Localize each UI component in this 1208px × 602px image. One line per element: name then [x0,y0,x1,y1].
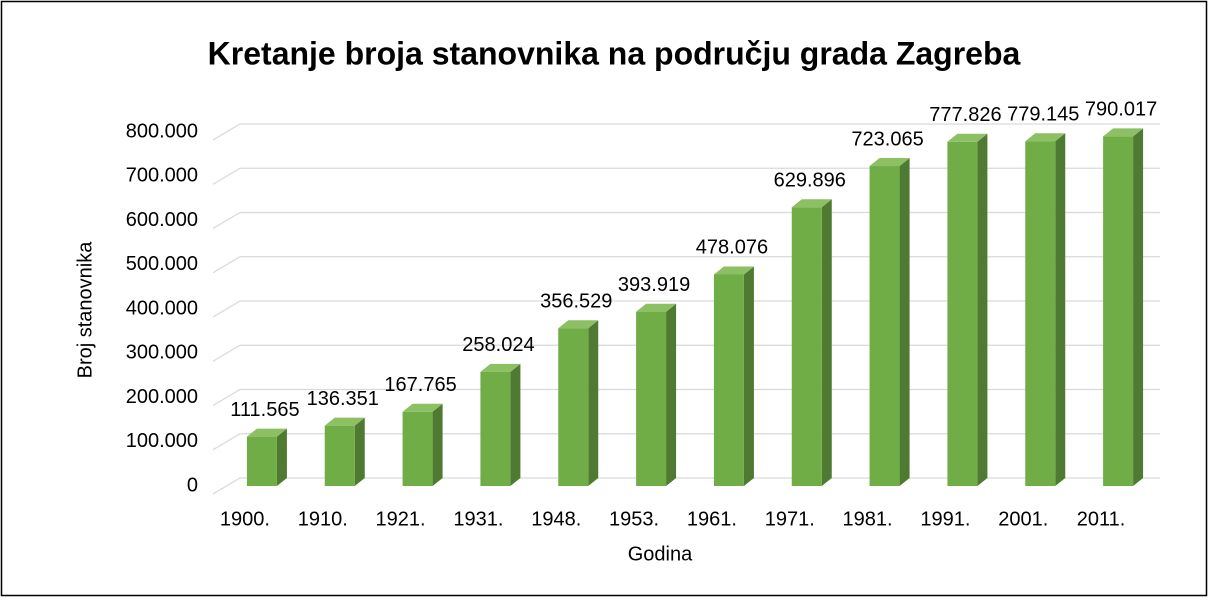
y-tick-label: 0 [187,474,198,496]
grid-line [212,477,1160,495]
bar-side [1133,128,1144,486]
bar [402,411,433,486]
bar-top [713,266,754,275]
bar [324,425,355,486]
bar-top [947,133,988,142]
y-axis-title: Broj stanovnika [74,241,96,379]
bar [480,371,511,486]
y-tick-label: 400.000 [126,297,198,319]
bar [1025,141,1056,486]
x-axis-title: Godina [628,543,693,565]
bar [713,274,744,486]
grid-line [212,300,1160,318]
x-tick-label: 2011. [1077,508,1126,530]
grid-line [212,433,1160,451]
bar-side [743,266,754,486]
bar-top [869,158,910,167]
grid-line [212,344,1160,362]
bar-top [791,199,832,208]
bar-top [1103,128,1144,137]
bar-side [666,303,677,486]
data-label: 111.565 [230,399,299,421]
bar-side [354,417,365,486]
data-label: 777.826 [929,104,1001,126]
chart-title: Kretanje broja stanovnika na području gr… [208,35,1021,71]
bar [246,436,277,486]
y-tick-label: 300.000 [126,342,198,364]
bar-side [588,320,599,486]
x-tick-label: 1910. [298,508,348,530]
bar-side [1055,133,1066,486]
bar-side [977,133,988,486]
data-label: 393.919 [618,274,690,296]
bar-top [558,320,599,329]
bar [636,311,667,486]
y-tick-label: 200.000 [126,386,198,408]
grid-line [212,388,1160,407]
bar-top [324,417,365,426]
bar-side [899,158,910,486]
y-tick-label: 800.000 [126,120,198,142]
data-label: 790.017 [1085,99,1157,121]
bar [791,207,822,486]
x-tick-label: 1971. [765,508,815,530]
bar-top [1025,133,1066,142]
bar [947,141,978,486]
bar [558,328,589,486]
x-tick-label: 2001. [998,508,1048,530]
x-tick-label: 1961. [687,508,737,530]
y-tick-label: 700.000 [126,165,198,187]
grid-line [212,256,1160,274]
data-label: 258.024 [462,334,534,356]
grid-line [212,211,1160,230]
bar [869,166,900,486]
bar-side [276,428,287,486]
bar-top [402,403,443,412]
y-tick-label: 500.000 [126,253,198,275]
bar [1103,136,1134,486]
x-tick-label: 1953. [609,508,659,530]
bar-side [510,363,521,486]
bar-side [432,403,443,486]
x-tick-label: 1948. [531,508,581,530]
bar-top [480,363,521,372]
x-tick-label: 1921. [376,508,426,530]
grid-line [212,167,1160,185]
y-tick-label: 100.000 [126,430,198,452]
data-label: 723.065 [851,128,923,150]
data-label: 136.351 [307,388,379,410]
x-tick-label: 1981. [843,508,893,530]
x-tick-label: 1991. [920,508,970,530]
data-label: 356.529 [540,291,612,313]
data-label: 478.076 [696,237,768,259]
data-label: 779.145 [1007,104,1079,126]
bar-top [636,303,677,312]
x-tick-label: 1900. [220,508,270,530]
data-label: 167.765 [384,374,456,396]
y-tick-label: 600.000 [126,209,198,231]
bar-side [821,199,832,486]
data-label: 629.896 [774,170,846,192]
bar-top [246,428,287,437]
grid-line [212,123,1160,141]
x-tick-label: 1931. [453,508,503,530]
